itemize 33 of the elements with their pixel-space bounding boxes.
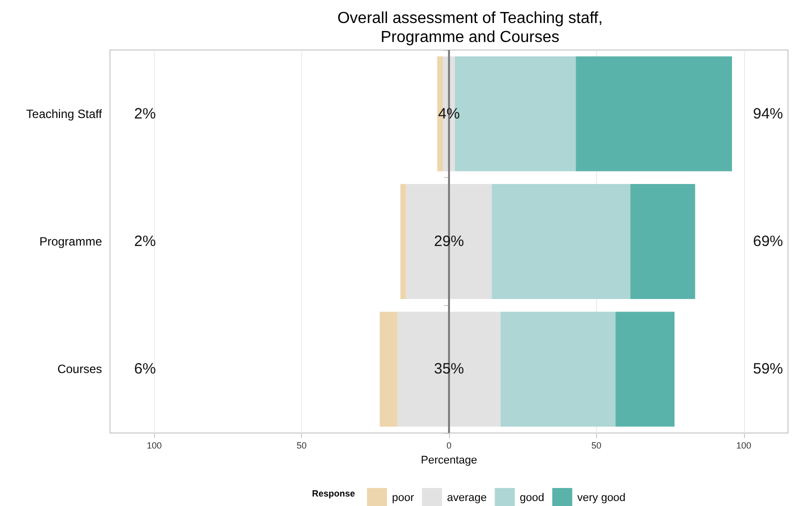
data-label: 2% bbox=[134, 233, 156, 250]
legend-label: good bbox=[520, 492, 544, 504]
bar bbox=[630, 184, 696, 299]
bar bbox=[406, 184, 492, 299]
bar bbox=[380, 312, 398, 427]
x-tick-label: 100 bbox=[146, 440, 162, 450]
annotation: 69% bbox=[752, 233, 784, 250]
x-tick-label: 100 bbox=[736, 440, 752, 450]
bar bbox=[576, 56, 732, 172]
legend-title: Response bbox=[312, 488, 356, 498]
x-tick-label: 0 bbox=[446, 440, 452, 450]
annotation: 94% bbox=[752, 105, 784, 122]
bar bbox=[492, 184, 630, 299]
chart-title: Overall assessment of Teaching staff, Programme and Courses bbox=[337, 10, 603, 46]
y-tick-label: Courses bbox=[57, 362, 102, 376]
data-label: 6% bbox=[134, 360, 156, 378]
data-label: 29% bbox=[434, 233, 464, 250]
legend-label: very good bbox=[577, 492, 626, 504]
y-tick-label: Teaching Staff bbox=[26, 106, 103, 121]
bar bbox=[400, 184, 406, 299]
y-tick-label: Programme bbox=[39, 234, 102, 248]
bar bbox=[397, 312, 501, 427]
legend-label: average bbox=[447, 492, 487, 504]
data-label: 35% bbox=[434, 360, 464, 378]
x-axis-title: Percentage bbox=[420, 454, 478, 466]
x-tick-label: 50 bbox=[296, 440, 307, 450]
annotation: 59% bbox=[752, 360, 784, 378]
bar bbox=[500, 312, 616, 427]
bar bbox=[616, 312, 675, 427]
data-label: 2% bbox=[134, 105, 156, 122]
x-tick-label: 50 bbox=[591, 440, 602, 450]
data-label: 4% bbox=[438, 105, 460, 122]
legend-label: poor bbox=[392, 492, 414, 504]
